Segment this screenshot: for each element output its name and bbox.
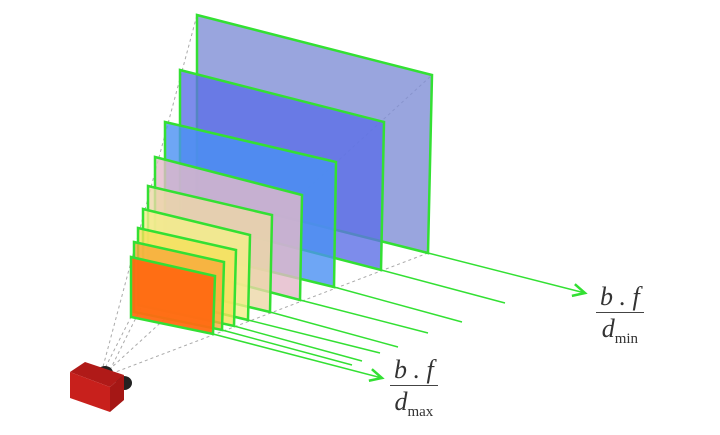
camera-side: [110, 375, 124, 412]
disparity-line: [221, 329, 353, 366]
depth-plane: [129, 255, 217, 336]
disparity-line: [333, 286, 463, 323]
formula-max-denominator: d: [394, 387, 408, 416]
disparity-line: [247, 319, 381, 354]
arrow-d-max-icon: [368, 368, 385, 383]
formula-d-min: b . f dmin: [596, 282, 644, 355]
formula-min-numerator: b . f: [596, 282, 644, 313]
formula-max-numerator: b . f: [390, 355, 438, 386]
disparity-line: [233, 325, 363, 362]
disparity-line: [299, 299, 429, 334]
camera-body-icon: [70, 372, 110, 412]
frustum-line: [99, 252, 429, 379]
disparity-line: [212, 333, 383, 379]
disparity-line: [427, 252, 586, 294]
formula-min-denominator: d: [601, 314, 615, 343]
formula-min-subscript: min: [614, 331, 639, 348]
camera-top: [70, 362, 124, 387]
formula-d-max: b . f dmax: [390, 355, 438, 428]
disparity-line: [269, 311, 399, 348]
disparity-line: [380, 269, 506, 304]
formula-max-subscript: max: [407, 404, 434, 421]
arrow-d-min-icon: [571, 283, 588, 298]
